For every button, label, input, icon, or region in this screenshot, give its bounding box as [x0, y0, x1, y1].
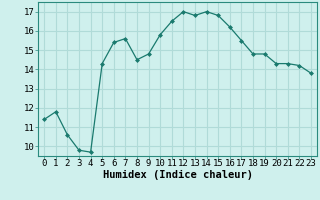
X-axis label: Humidex (Indice chaleur): Humidex (Indice chaleur) [103, 170, 252, 180]
